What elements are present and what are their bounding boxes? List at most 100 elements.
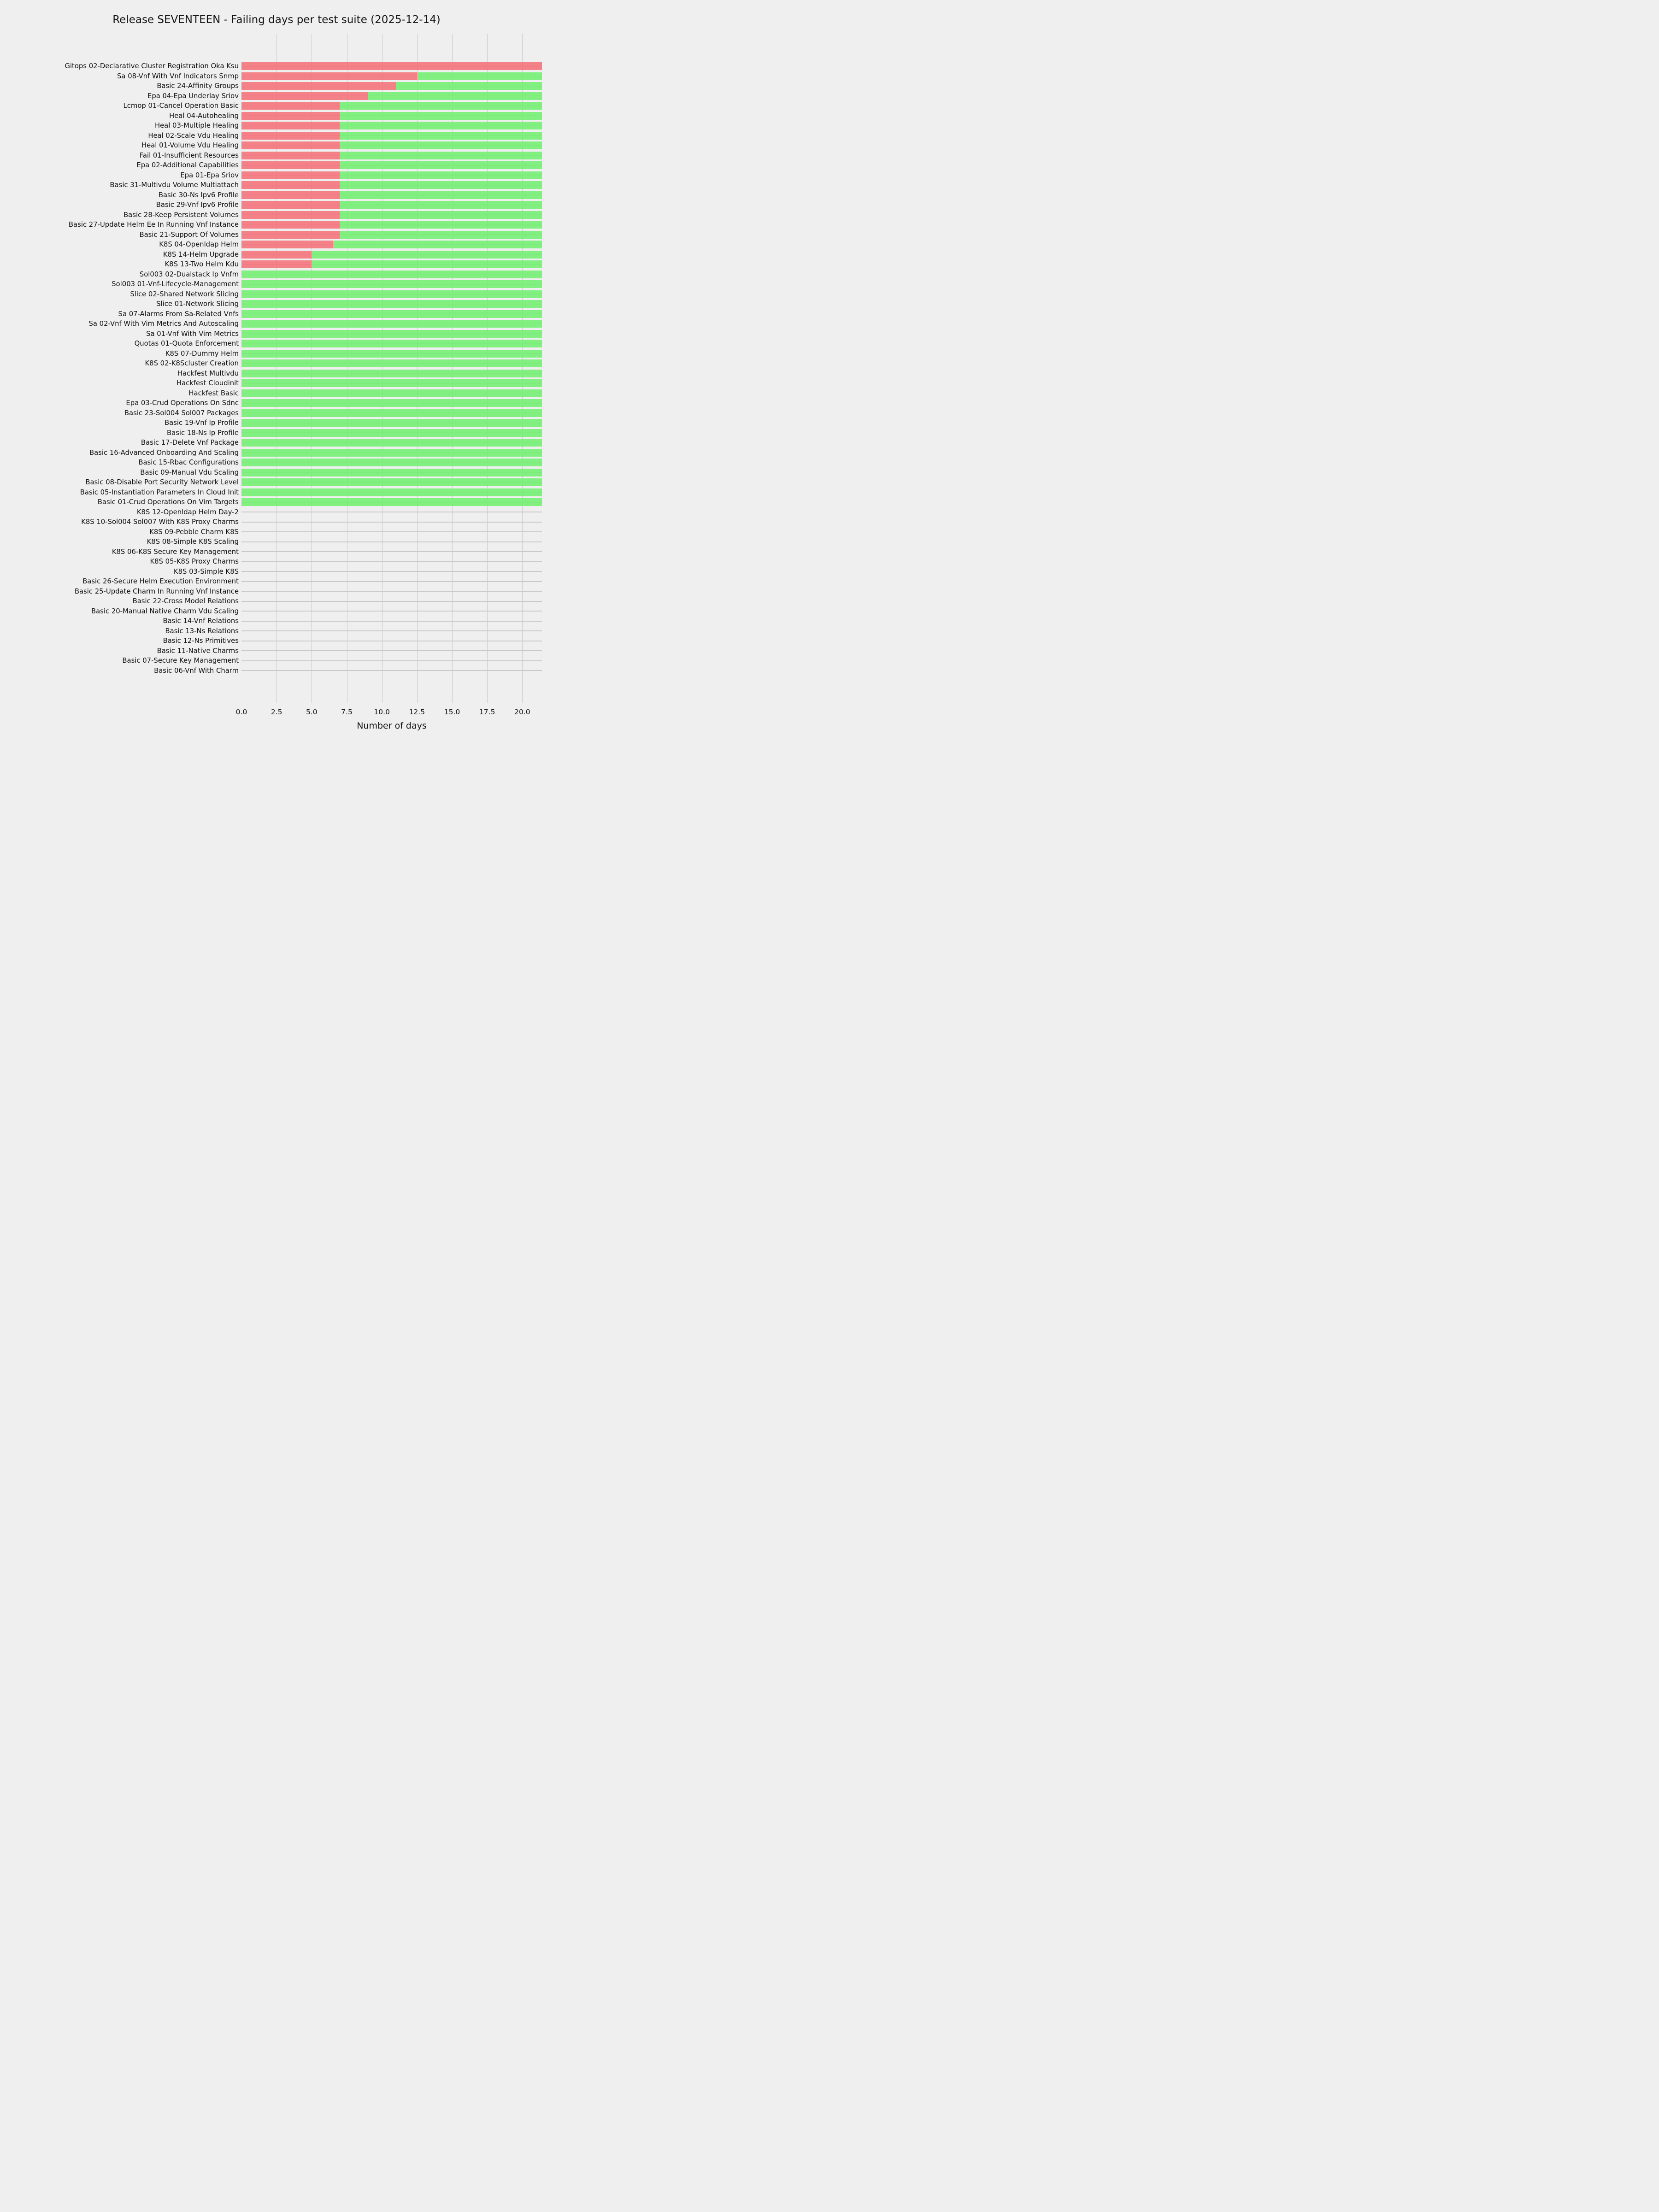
bar-segment-passing: [241, 409, 542, 417]
bar-segment-failing: [241, 181, 340, 189]
y-gridline: [241, 600, 542, 602]
bar-segment-passing: [241, 349, 542, 358]
bar-segment-passing: [241, 280, 542, 288]
y-gridline: [241, 660, 542, 661]
bar-segment-failing: [241, 141, 340, 150]
bar-segment-failing: [241, 82, 396, 90]
y-axis-label: K8S 10-Sol004 Sol007 With K8S Proxy Char…: [81, 518, 239, 526]
y-axis-label: Basic 09-Manual Vdu Scaling: [140, 468, 239, 477]
bar-segment-passing: [340, 151, 542, 159]
y-axis-label: Basic 27-Update Helm Ee In Running Vnf I…: [68, 221, 239, 229]
x-axis-tick: 10.0: [374, 708, 390, 716]
y-axis-label: K8S 09-Pebble Charm K8S: [149, 528, 239, 536]
y-axis-label: Epa 01-Epa Sriov: [180, 171, 239, 179]
bar-segment-passing: [241, 389, 542, 397]
y-axis-label: Basic 15-Rbac Configurations: [138, 459, 239, 466]
bar-segment-passing: [312, 260, 542, 269]
y-axis-label: Hackfest Cloudinit: [176, 379, 239, 387]
bar-segment-passing: [340, 161, 542, 170]
y-axis-label: Heal 03-Multiple Healing: [154, 122, 239, 129]
y-axis-label: Heal 02-Scale Vdu Healing: [148, 131, 239, 140]
y-axis-label: Basic 29-Vnf Ipv6 Profile: [156, 201, 239, 209]
y-axis-label: Basic 25-Update Charm In Running Vnf Ins…: [74, 587, 239, 595]
bar-segment-passing: [241, 270, 542, 278]
y-gridline: [241, 571, 542, 572]
y-axis-label: K8S 08-Simple K8S Scaling: [147, 538, 239, 546]
y-axis-label: Sol003 02-Dualstack Ip Vnfm: [139, 270, 239, 278]
bar-segment-passing: [340, 141, 542, 150]
y-axis-label: K8S 07-Dummy Helm: [165, 349, 239, 358]
y-gridline: [241, 551, 542, 553]
y-gridline: [241, 630, 542, 632]
y-axis-label: Basic 05-Instantiation Parameters In Clo…: [80, 488, 239, 496]
bar-segment-passing: [241, 498, 542, 506]
bar-segment-passing: [312, 250, 542, 259]
bar-segment-passing: [340, 201, 542, 209]
bar-segment-passing: [241, 399, 542, 407]
bar-segment-passing: [340, 211, 542, 219]
bar-segment-passing: [340, 191, 542, 199]
y-axis-label: Basic 19-Vnf Ip Profile: [164, 419, 239, 427]
bar-segment-failing: [241, 260, 312, 269]
bar-segment-passing: [241, 369, 542, 377]
bar-segment-failing: [241, 151, 340, 159]
x-gridline: [452, 34, 453, 703]
bar-segment-failing: [241, 241, 333, 249]
y-axis-label: Basic 22-Cross Model Relations: [132, 597, 239, 605]
y-axis-label: Basic 21-Support Of Volumes: [139, 230, 239, 239]
bar-segment-failing: [241, 131, 340, 140]
bar-segment-failing: [241, 112, 340, 120]
bar-segment-failing: [241, 92, 368, 100]
bar-segment-passing: [241, 468, 542, 477]
bar-segment-passing: [241, 320, 542, 328]
y-axis-label: Gitops 02-Declarative Cluster Registrati…: [65, 62, 239, 70]
y-axis-label: Lcmop 01-Cancel Operation Basic: [123, 102, 239, 110]
y-axis-label: Hackfest Multivdu: [177, 369, 239, 377]
y-axis-label: K8S 04-Openldap Helm: [159, 241, 239, 248]
x-gridline: [522, 34, 523, 703]
y-axis-label: Basic 07-Secure Key Management: [122, 657, 239, 665]
bar-segment-passing: [340, 102, 542, 110]
y-axis-label: Basic 11-Native Charms: [157, 647, 239, 655]
y-gridline: [241, 521, 542, 523]
y-axis-label: Basic 26-Secure Helm Execution Environme…: [82, 577, 239, 585]
y-axis-label: Sa 01-Vnf With Vim Metrics: [146, 329, 239, 338]
y-axis-label: K8S 02-K8Scluster Creation: [145, 359, 239, 367]
y-axis-label: K8S 13-Two Helm Kdu: [165, 260, 239, 268]
y-axis-label: Fail 01-Insufficient Resources: [139, 151, 239, 159]
bar-segment-passing: [241, 488, 542, 496]
y-axis-label: Sol003 01-Vnf-Lifecycle-Management: [112, 280, 239, 288]
bar-segment-passing: [241, 478, 542, 487]
y-axis-label: Basic 13-Ns Relations: [165, 627, 239, 635]
plot-area: [241, 34, 542, 703]
y-axis-label: Epa 02-Additional Capabilities: [136, 161, 239, 169]
y-gridline: [241, 581, 542, 582]
bar-segment-passing: [340, 221, 542, 229]
x-axis-tick: 5.0: [306, 708, 318, 716]
y-axis-label: Basic 16-Advanced Onboarding And Scaling: [89, 448, 239, 457]
x-axis-tick: 2.5: [271, 708, 282, 716]
bar-segment-failing: [241, 201, 340, 209]
bar-segment-failing: [241, 221, 340, 229]
bar-segment-failing: [241, 72, 417, 80]
y-axis-label: Hackfest Basic: [188, 389, 239, 397]
y-axis-label: Sa 07-Alarms From Sa-Related Vnfs: [118, 310, 239, 318]
bar-segment-passing: [241, 290, 542, 298]
y-axis-label: Basic 14-Vnf Relations: [163, 617, 239, 625]
y-axis-label: Basic 18-Ns Ip Profile: [167, 429, 239, 437]
bar-segment-passing: [241, 419, 542, 427]
x-gridline: [487, 34, 488, 703]
x-gridline: [276, 34, 277, 703]
bar-segment-passing: [241, 429, 542, 437]
y-axis-label: K8S 14-Helm Upgrade: [163, 250, 239, 259]
bar-segment-failing: [241, 122, 340, 130]
bar-segment-passing: [241, 329, 542, 338]
bar-segment-passing: [241, 359, 542, 368]
y-axis-label: Slice 02-Shared Network Slicing: [130, 290, 239, 298]
bar-segment-passing: [241, 448, 542, 457]
bar-segment-failing: [241, 211, 340, 219]
bar-segment-passing: [241, 300, 542, 308]
y-gridline: [241, 591, 542, 592]
y-axis-label: K8S 12-Openldap Helm Day-2: [136, 508, 239, 516]
y-axis-labels: Gitops 02-Declarative Cluster Registrati…: [0, 34, 239, 703]
